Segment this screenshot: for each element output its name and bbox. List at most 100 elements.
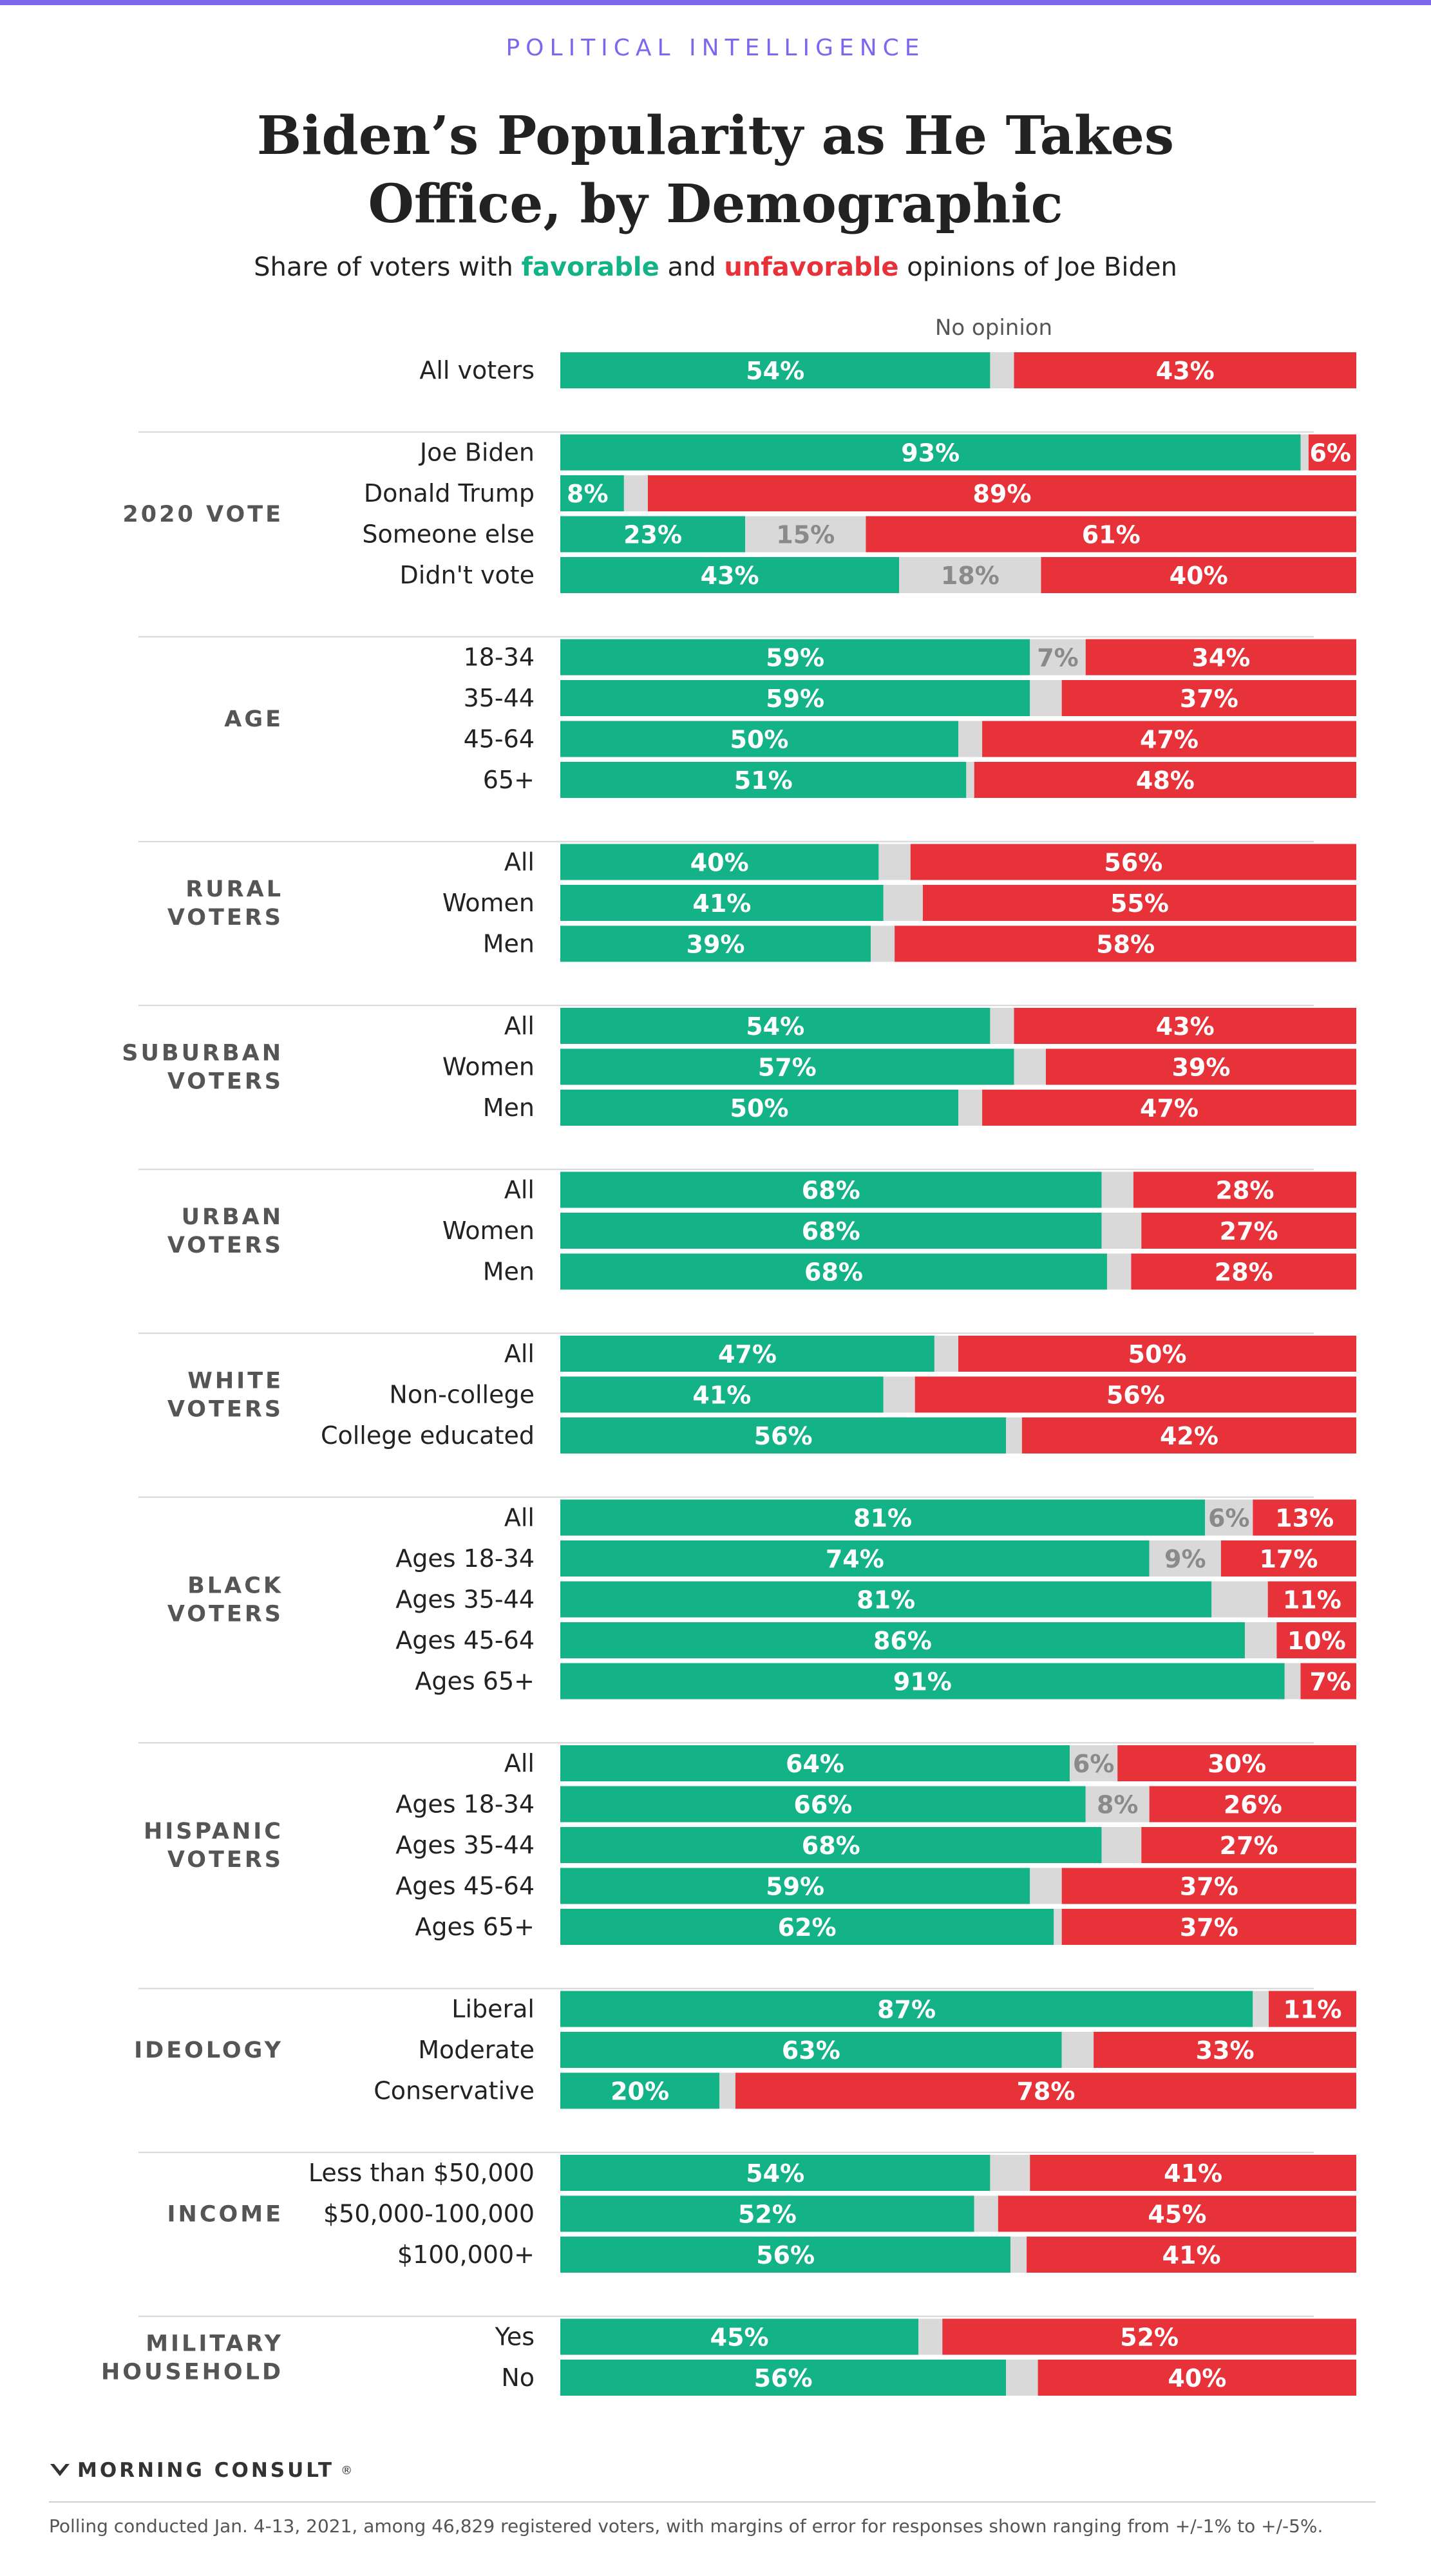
bar-no-opinion	[1054, 1909, 1062, 1945]
bar-unfavorable	[895, 925, 1356, 962]
label-unfavorable: 50%	[1128, 1340, 1187, 1368]
bar-favorable	[560, 516, 746, 553]
bar-unfavorable	[1014, 1008, 1356, 1044]
bar-unfavorable	[998, 2195, 1356, 2232]
bar-unfavorable	[922, 885, 1356, 921]
group-label-line: VOTERS	[167, 1397, 283, 1423]
bar-unfavorable	[1131, 1253, 1356, 1290]
label-favorable: 81%	[857, 1586, 915, 1615]
row-label: Someone else	[362, 520, 535, 549]
label-favorable: 50%	[730, 1094, 789, 1122]
row-label: Ages 18-34	[395, 1790, 535, 1819]
row-label: Women	[442, 1217, 535, 1245]
bar-no-opinion	[871, 925, 895, 962]
group-label-line: MILITARY	[146, 2331, 283, 2356]
row-label: Non-college	[389, 1381, 535, 1409]
bar-favorable	[560, 475, 624, 511]
row-label: All	[504, 1012, 535, 1040]
bar-favorable	[560, 1786, 1086, 1823]
label-unfavorable: 55%	[1110, 889, 1169, 918]
bar-no-opinion	[719, 2072, 735, 2109]
bar-no-opinion	[1010, 2237, 1027, 2273]
bar-favorable	[560, 680, 1030, 716]
bar-favorable	[560, 1090, 958, 1126]
logo-text: MORNING CONSULT	[77, 2459, 335, 2482]
bar-no-opinion	[990, 1008, 1014, 1044]
bar-favorable	[560, 1540, 1150, 1577]
row-label: $50,000-100,000	[323, 2200, 535, 2228]
bar-favorable	[560, 925, 871, 962]
label-favorable: 86%	[873, 1627, 932, 1655]
label-unfavorable: 7%	[1309, 1668, 1351, 1696]
group-label-line: AGE	[224, 706, 283, 732]
label-unfavorable: 34%	[1191, 644, 1250, 672]
label-favorable: 59%	[766, 1873, 824, 1901]
label-no-opinion: 15%	[776, 521, 835, 549]
bar-favorable	[560, 2237, 1011, 2273]
group-label-line: VOTERS	[167, 1847, 283, 1873]
bar-unfavorable	[1027, 2237, 1356, 2273]
subtitle-pre: Share of voters with	[254, 252, 522, 282]
footnote: Polling conducted Jan. 4-13, 2021, among…	[49, 2515, 1323, 2537]
group-label-line: HISPANIC	[144, 1819, 283, 1844]
bar-favorable	[560, 1581, 1212, 1618]
row-label: Moderate	[418, 2036, 535, 2064]
footer-divider	[49, 2501, 1376, 2503]
bar-unfavorable	[647, 475, 1357, 511]
label-unfavorable: 52%	[1120, 2324, 1179, 2352]
label-favorable: 54%	[746, 2159, 804, 2188]
bar-unfavorable	[982, 1090, 1356, 1126]
group-label-line: SUBURBAN	[122, 1041, 283, 1066]
bar-no-opinion	[1106, 1253, 1132, 1290]
label-favorable: 41%	[692, 1381, 751, 1410]
bar-no-opinion	[1085, 1786, 1150, 1823]
label-favorable: 51%	[734, 766, 793, 795]
bar-no-opinion	[1101, 1213, 1142, 1249]
row-label: Yes	[495, 2323, 535, 2351]
row-label: Joe Biden	[419, 439, 535, 467]
bar-favorable	[560, 1048, 1014, 1085]
label-unfavorable: 48%	[1136, 766, 1195, 795]
bar-no-opinion	[934, 1336, 958, 1372]
bar-no-opinion	[1070, 1745, 1118, 1781]
row-label: Donald Trump	[364, 479, 535, 507]
label-unfavorable: 41%	[1164, 2159, 1222, 2188]
bar-favorable	[560, 2032, 1062, 2068]
bar-no-opinion	[1300, 434, 1309, 471]
label-favorable: 62%	[778, 1913, 837, 1942]
bar-no-opinion	[1101, 1171, 1133, 1208]
bar-no-opinion	[1030, 639, 1086, 676]
row-label: Men	[483, 930, 535, 958]
bar-no-opinion	[1253, 1991, 1269, 2027]
logo-mark-icon	[50, 2464, 70, 2476]
label-favorable: 20%	[611, 2078, 669, 2106]
bar-no-opinion	[1205, 1499, 1253, 1536]
bar-favorable	[560, 721, 958, 757]
bar-favorable	[560, 2155, 990, 2191]
label-unfavorable: 17%	[1259, 1545, 1318, 1573]
bar-favorable	[560, 2195, 974, 2232]
bar-unfavorable	[735, 2072, 1356, 2109]
bar-unfavorable	[1085, 639, 1356, 676]
label-no-opinion: 9%	[1164, 1545, 1206, 1573]
bar-no-opinion	[990, 352, 1014, 388]
label-favorable: 59%	[766, 644, 824, 672]
label-unfavorable: 6%	[1309, 439, 1351, 468]
bar-favorable	[560, 1663, 1285, 1700]
bar-unfavorable	[1094, 2032, 1356, 2068]
group-label-line: 2020 VOTE	[122, 502, 283, 527]
bar-unfavorable	[910, 844, 1356, 880]
label-favorable: 74%	[826, 1545, 884, 1573]
label-favorable: 59%	[766, 685, 824, 713]
row-label: 45-64	[464, 725, 535, 753]
label-unfavorable: 47%	[1140, 1094, 1199, 1122]
group-label: HISPANIC VOTERS	[144, 1819, 283, 1873]
label-favorable: 57%	[758, 1054, 817, 1082]
label-favorable: 56%	[754, 1422, 813, 1450]
label-favorable: 68%	[804, 1258, 863, 1287]
bar-unfavorable	[1220, 1540, 1356, 1577]
label-no-opinion: 18%	[941, 562, 1000, 590]
bar-no-opinion	[883, 885, 923, 921]
label-favorable: 81%	[853, 1504, 912, 1533]
bar-favorable	[560, 762, 967, 798]
